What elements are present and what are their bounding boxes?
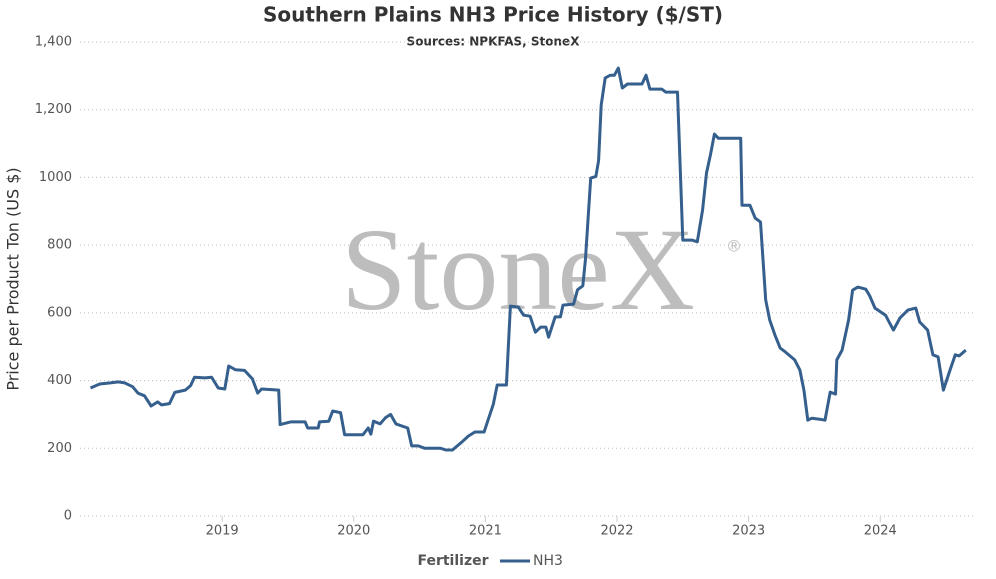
watermark: StoneX [341,204,695,335]
legend-label: NH3 [533,553,563,569]
chart-title: Southern Plains NH3 Price History ($/ST) [263,3,723,27]
y-tick-label: 200 [47,441,72,456]
y-tick-label: 600 [47,305,72,320]
y-tick-label: 1,200 [35,102,72,117]
y-tick-label: 0 [64,509,72,524]
watermark-mark: ® [726,237,742,256]
y-tick-label: 400 [47,373,72,388]
legend-title: Fertilizer [417,553,488,569]
x-tick-label: 2019 [206,524,239,539]
y-tick-label: 1000 [39,170,72,185]
chart-subtitle: Sources: NPKFAS, StoneX [407,35,581,49]
y-axis-title: Price per Product Ton (US $) [4,167,23,390]
x-tick-label: 2021 [469,524,502,539]
x-tick-label: 2024 [864,524,897,539]
x-tick-label: 2023 [732,524,765,539]
y-tick-label: 800 [47,238,72,253]
x-tick-label: 2022 [600,524,633,539]
data-line [89,66,967,452]
y-tick-label: 1,400 [35,35,72,50]
x-tick-label: 2020 [337,524,370,539]
